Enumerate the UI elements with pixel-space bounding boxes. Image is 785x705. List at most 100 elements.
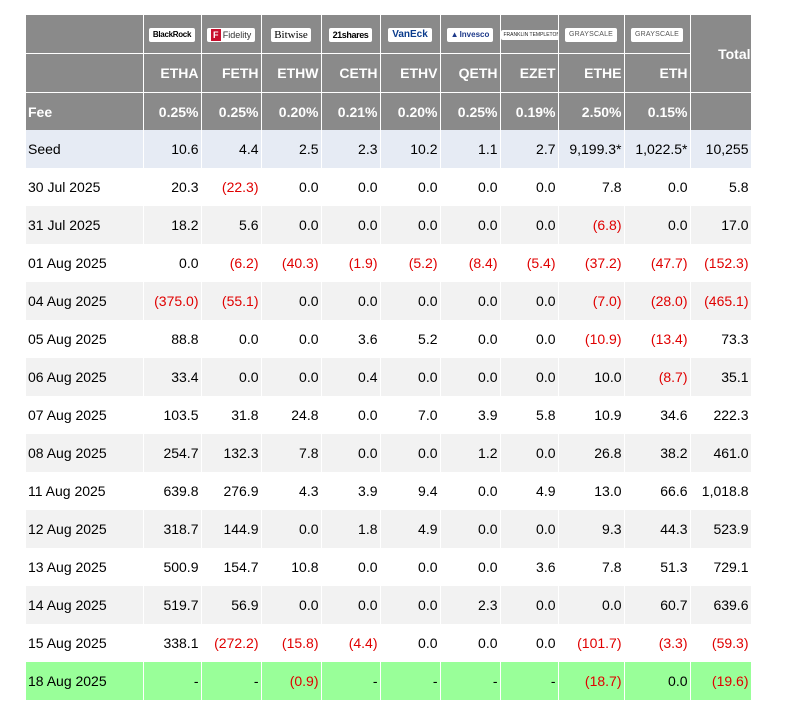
flow-cell: (10.9) — [558, 320, 625, 358]
blackrock-logo-icon: BlackRock — [148, 28, 196, 43]
flow-row: 08 Aug 2025 254.7 132.3 7.8 0.0 0.0 1.2 0.0 26.8… — [26, 434, 752, 472]
flow-cell: 13.0 — [558, 472, 625, 510]
flow-cell: 31.8 — [201, 396, 262, 434]
flow-cell: 1.1 — [440, 130, 501, 168]
flow-cell: 20.3 — [143, 168, 202, 206]
flow-cell: 10.0 — [558, 358, 625, 396]
flow-cell: 338.1 — [143, 624, 202, 662]
logo-mark: F — [210, 29, 221, 42]
flow-cell: 0.0 — [500, 320, 559, 358]
flow-cell: 9,199.3* — [558, 130, 625, 168]
logo-mark: ▲ — [450, 30, 459, 40]
flow-row: 13 Aug 2025 500.9 154.7 10.8 0.0 0.0 0.0 3.6 7.8… — [26, 548, 752, 586]
flow-cell: - — [321, 662, 381, 700]
flow-cell: (375.0) — [143, 282, 202, 320]
row-date: 05 Aug 2025 — [26, 320, 144, 358]
flow-row: 12 Aug 2025 318.7 144.9 0.0 1.8 4.9 0.0 0.0 9.3 4… — [26, 510, 752, 548]
ticker-header-row: ETHA FETH ETHW CETH ETHV QETH EZET ETHE ETH — [26, 53, 751, 93]
row-date: 15 Aug 2025 — [26, 624, 144, 662]
flow-cell: 0.0 — [500, 358, 559, 396]
flow-cell: (18.7) — [558, 662, 625, 700]
invesco-logo-icon: ▲Invesco — [446, 28, 494, 43]
total-header: Total — [690, 15, 752, 93]
flow-cell: (22.3) — [201, 168, 262, 206]
flow-cell: 10.2 — [380, 130, 441, 168]
flow-row: 07 Aug 2025 103.5 31.8 24.8 0.0 7.0 3.9 5.8 10.9… — [26, 396, 752, 434]
logo-text: GRAYSCALE — [634, 31, 680, 39]
franklin-logo-icon: FRANKLIN TEMPLETON — [500, 30, 557, 41]
row-total: (19.6) — [690, 662, 752, 700]
flow-cell: 0.0 — [440, 168, 501, 206]
fee-value: 0.25% — [201, 92, 262, 130]
corner-cell — [26, 15, 144, 54]
flow-row: 04 Aug 2025 (375.0) (55.1) 0.0 0.0 0.0 0.0 0.0(… — [26, 282, 752, 320]
flow-cell: 10.6 — [143, 130, 202, 168]
ticker-header: ETH — [624, 53, 691, 93]
ticker-header: ETHE — [558, 53, 625, 93]
flow-cell: 0.0 — [624, 206, 691, 244]
vaneck-logo-icon: VanEck — [388, 28, 432, 43]
flow-cell: 318.7 — [143, 510, 202, 548]
flow-cell: 254.7 — [143, 434, 202, 472]
row-date: 01 Aug 2025 — [26, 244, 144, 282]
flow-cell: 103.5 — [143, 396, 202, 434]
flow-cell: 33.4 — [143, 358, 202, 396]
flow-cell: 0.0 — [500, 434, 559, 472]
issuer-logo-cell: VanEck — [380, 15, 441, 54]
flow-cell: 132.3 — [201, 434, 262, 472]
row-total: 639.6 — [690, 586, 752, 624]
issuer-logo-cell: F Fidelity — [201, 15, 262, 54]
flow-cell: 5.8 — [500, 396, 559, 434]
row-date: 18 Aug 2025 — [26, 662, 144, 700]
ticker-header: ETHV — [380, 53, 441, 93]
flow-cell: 7.0 — [380, 396, 441, 434]
flow-cell: 0.0 — [321, 206, 381, 244]
flow-row: 06 Aug 2025 33.4 0.0 0.0 0.4 0.0 0.0 0.0 10.0 (8.… — [26, 358, 752, 396]
ticker-header: ETHA — [143, 53, 202, 93]
etf-flow-table: BlackRock F Fidelity Bitwise 21shares VanEck ▲… — [26, 15, 752, 700]
flow-cell: 0.0 — [261, 586, 322, 624]
issuer-logo-cell: GRAYSCALE — [624, 15, 691, 54]
row-date: 04 Aug 2025 — [26, 282, 144, 320]
flow-cell: 519.7 — [143, 586, 202, 624]
flow-cell: 0.0 — [440, 548, 501, 586]
ticker-header: ETHW — [261, 53, 322, 93]
flow-cell: 56.9 — [201, 586, 262, 624]
flow-cell: (13.4) — [624, 320, 691, 358]
flow-cell: 0.0 — [261, 206, 322, 244]
flow-cell: 10.8 — [261, 548, 322, 586]
issuer-logo-cell: ▲Invesco — [440, 15, 501, 54]
flow-cell: 1.2 — [440, 434, 501, 472]
flow-cell: 0.0 — [440, 206, 501, 244]
flow-cell: 639.8 — [143, 472, 202, 510]
flow-cell: 0.0 — [261, 320, 322, 358]
flow-cell: 0.0 — [321, 434, 381, 472]
flow-cell: 2.3 — [321, 130, 381, 168]
fee-label: Fee — [26, 92, 144, 130]
flow-cell: 0.0 — [500, 624, 559, 662]
issuer-logo-cell: BlackRock — [143, 15, 202, 54]
logo-text: GRAYSCALE — [568, 31, 614, 39]
flow-cell: 7.8 — [558, 548, 625, 586]
flow-cell: (1.9) — [321, 244, 381, 282]
flow-cell: 0.0 — [440, 510, 501, 548]
flow-cell: 0.0 — [201, 320, 262, 358]
row-total: 461.0 — [690, 434, 752, 472]
flow-cell: 44.3 — [624, 510, 691, 548]
row-total: 35.1 — [690, 358, 752, 396]
flow-cell: 2.5 — [261, 130, 322, 168]
row-total: (59.3) — [690, 624, 752, 662]
flow-cell: 60.7 — [624, 586, 691, 624]
fee-value: 0.21% — [321, 92, 381, 130]
flow-cell: 66.6 — [624, 472, 691, 510]
flow-cell: 0.0 — [261, 510, 322, 548]
flow-row: 18 Aug 2025- - (0.9) - - - - (18.7) 0.0 (19.6) — [26, 662, 752, 700]
fee-value: 0.20% — [261, 92, 322, 130]
flow-row: 30 Jul 2025 20.3 (22.3) 0.0 0.0 0.0 0.0 0.0 7.8 0… — [26, 168, 752, 206]
flow-cell: 10.9 — [558, 396, 625, 434]
flow-cell: 51.3 — [624, 548, 691, 586]
flow-cell: 0.0 — [261, 282, 322, 320]
flow-cell: (55.1) — [201, 282, 262, 320]
flow-cell: 276.9 — [201, 472, 262, 510]
flow-cell: (15.8) — [261, 624, 322, 662]
